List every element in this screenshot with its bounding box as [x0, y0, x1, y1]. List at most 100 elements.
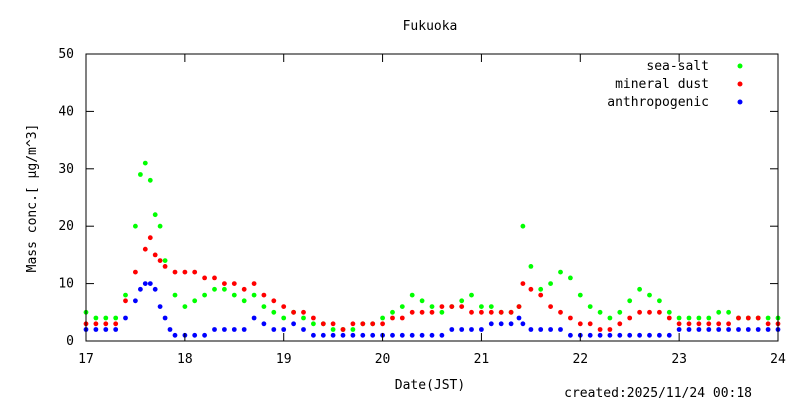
data-point: [380, 315, 385, 321]
series-anthropogenic: [83, 281, 781, 338]
legend-label: mineral dust: [615, 77, 709, 92]
data-point: [498, 321, 504, 327]
data-point: [429, 332, 435, 338]
data-point: [627, 315, 633, 321]
data-point: [202, 292, 208, 298]
data-point: [241, 327, 247, 332]
data-point: [439, 332, 445, 338]
data-point: [755, 315, 761, 321]
data-point: [528, 327, 534, 332]
data-point: [548, 281, 553, 286]
data-point: [538, 292, 544, 298]
y-axis-label: Mass conc.[ μg/m^3]: [25, 124, 40, 273]
data-point: [162, 315, 168, 321]
data-point: [370, 321, 376, 327]
data-point: [459, 304, 465, 309]
data-point: [479, 327, 484, 332]
data-point: [686, 315, 692, 321]
data-point: [133, 269, 138, 275]
data-point: [538, 286, 544, 292]
data-point: [399, 304, 405, 309]
data-point: [439, 304, 445, 309]
data-point: [419, 298, 425, 304]
data-point: [350, 321, 356, 327]
created-timestamp: created:2025/11/24 00:18: [564, 386, 752, 400]
data-point: [231, 327, 237, 332]
data-point: [147, 235, 153, 241]
data-point: [459, 298, 465, 304]
data-point: [419, 309, 425, 315]
data-point: [113, 321, 119, 327]
data-point: [516, 304, 522, 309]
data-point: [399, 315, 405, 321]
chart-title: Fukuoka: [403, 19, 458, 34]
data-point: [330, 332, 336, 338]
data-point: [479, 304, 484, 309]
data-point: [390, 309, 395, 315]
data-point: [172, 269, 178, 275]
data-point: [696, 321, 702, 327]
data-point: [172, 332, 178, 338]
axis-ticks: 0 10 20 30 40 50 17 18 19 20 21 22 23 24: [58, 47, 786, 367]
data-point: [726, 321, 731, 327]
data-point: [706, 315, 712, 321]
data-point: [508, 321, 514, 327]
data-point: [686, 327, 692, 332]
y-tick-label: 10: [58, 277, 74, 292]
legend-marker: [737, 99, 743, 105]
x-tick-label: 18: [177, 352, 193, 367]
data-point: [261, 321, 267, 327]
legend: sea-salt mineral dust anthropogenic: [607, 59, 743, 110]
data-point: [350, 327, 356, 332]
data-point: [516, 315, 522, 321]
y-tick-label: 20: [58, 219, 74, 234]
data-point: [520, 281, 526, 286]
legend-label: anthropogenic: [607, 95, 709, 110]
y-tick-label: 50: [58, 47, 74, 62]
data-point: [577, 321, 583, 327]
data-point: [558, 309, 563, 315]
data-point: [765, 321, 771, 327]
x-tick-label: 21: [474, 352, 490, 367]
data-point: [469, 327, 474, 332]
data-point: [231, 281, 237, 286]
data-point: [142, 246, 148, 252]
data-point: [202, 332, 208, 338]
data-point: [271, 309, 277, 315]
data-point: [152, 212, 158, 218]
data-point: [340, 332, 346, 338]
data-point: [726, 309, 731, 315]
data-point: [469, 309, 474, 315]
legend-marker: [737, 81, 743, 87]
data-point: [587, 321, 593, 327]
data-point: [123, 298, 128, 304]
data-point: [241, 286, 247, 292]
data-point: [320, 332, 326, 338]
data-point: [607, 332, 613, 338]
data-point: [469, 292, 474, 298]
data-point: [716, 321, 722, 327]
data-point: [647, 309, 652, 315]
data-point: [745, 315, 751, 321]
data-point: [558, 327, 563, 332]
data-point: [597, 309, 603, 315]
y-tick-label: 0: [66, 334, 74, 349]
data-point: [439, 309, 445, 315]
data-point: [568, 315, 573, 321]
data-point: [716, 327, 722, 332]
plot-frame: [85, 53, 779, 342]
data-point: [241, 298, 247, 304]
x-tick-label: 19: [276, 352, 292, 367]
y-tick-label: 40: [58, 104, 74, 119]
legend-marker: [737, 63, 743, 69]
data-point: [548, 327, 553, 332]
data-point: [419, 332, 425, 338]
data-point: [587, 332, 593, 338]
data-point: [666, 315, 672, 321]
data-point: [138, 286, 143, 292]
data-point: [113, 315, 119, 321]
data-point: [271, 327, 277, 332]
data-point: [142, 160, 148, 166]
x-tick-label: 20: [375, 352, 391, 367]
data-point: [212, 327, 217, 332]
